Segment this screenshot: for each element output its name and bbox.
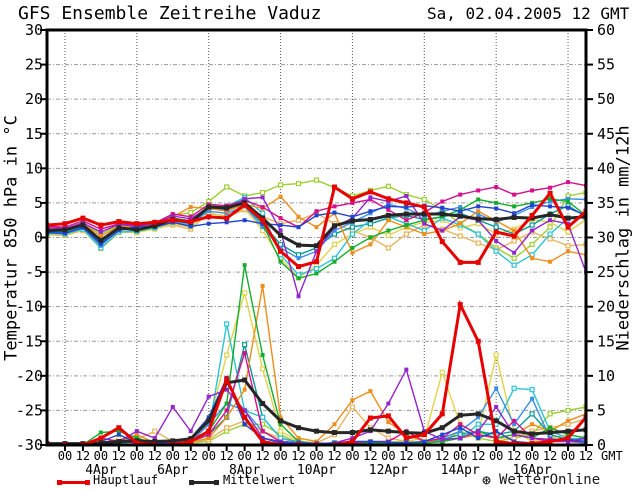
svg-text:60: 60	[597, 21, 615, 39]
svg-text:5: 5	[34, 194, 43, 212]
svg-text:45: 45	[597, 125, 615, 143]
mittelwert-line-swatch	[189, 480, 219, 485]
svg-text:5: 5	[597, 401, 606, 419]
svg-text:00: 00	[130, 449, 144, 463]
svg-text:12: 12	[579, 449, 593, 463]
svg-text:-15: -15	[16, 332, 43, 350]
hauptlauf-label: Hauptlauf	[93, 473, 159, 487]
svg-text:20: 20	[597, 298, 615, 316]
date-label-10Apr: 10Apr	[297, 463, 336, 478]
svg-text:12: 12	[327, 449, 341, 463]
svg-text:-5: -5	[25, 263, 43, 281]
svg-text:50: 50	[597, 90, 615, 108]
date-label-16Apr: 16Apr	[513, 463, 552, 478]
svg-text:00: 00	[381, 449, 395, 463]
hauptlauf-line	[47, 299, 588, 447]
svg-text:12: 12	[471, 449, 485, 463]
svg-text:00: 00	[58, 449, 72, 463]
svg-text:-10: -10	[16, 298, 43, 316]
date-label-8Apr: 8Apr	[229, 463, 260, 478]
svg-text:00: 00	[309, 449, 323, 463]
svg-text:15: 15	[597, 332, 615, 350]
svg-text:00: 00	[417, 449, 431, 463]
svg-text:12: 12	[291, 449, 305, 463]
svg-text:12: 12	[112, 449, 126, 463]
svg-text:25: 25	[597, 263, 615, 281]
svg-text:00: 00	[166, 449, 180, 463]
run-datetime: Sa, 02.04.2005 12 GMT	[427, 4, 630, 23]
svg-text:30: 30	[25, 21, 43, 39]
date-label-12Apr: 12Apr	[369, 463, 408, 478]
wetteronline-watermark: WetterOnline	[499, 472, 601, 488]
hauptlauf-line-swatch	[57, 480, 90, 485]
svg-text:12: 12	[363, 449, 377, 463]
mittelwert-label: Mittelwert	[223, 473, 296, 487]
svg-text:12: 12	[543, 449, 557, 463]
page-title: GFS Ensemble Zeitreihe Vaduz	[18, 3, 322, 24]
svg-text:12: 12	[435, 449, 449, 463]
svg-text:30: 30	[597, 229, 615, 247]
svg-text:25: 25	[25, 56, 43, 74]
svg-text:00: 00	[201, 449, 215, 463]
svg-text:00: 00	[525, 449, 539, 463]
svg-text:00: 00	[345, 449, 359, 463]
svg-text:0: 0	[34, 229, 43, 247]
svg-text:-30: -30	[16, 436, 43, 454]
svg-text:12: 12	[148, 449, 162, 463]
svg-text:12: 12	[507, 449, 521, 463]
svg-text:00: 00	[561, 449, 575, 463]
svg-text:40: 40	[597, 159, 615, 177]
svg-text:12: 12	[255, 449, 269, 463]
svg-text:10: 10	[25, 159, 43, 177]
svg-text:12: 12	[219, 449, 233, 463]
svg-text:00: 00	[273, 449, 287, 463]
date-label-6Apr: 6Apr	[157, 463, 188, 478]
svg-text:00: 00	[237, 449, 251, 463]
svg-text:12: 12	[184, 449, 198, 463]
svg-text:00: 00	[94, 449, 108, 463]
svg-text:12: 12	[76, 449, 90, 463]
member-yellow-line	[47, 290, 587, 446]
wetteronline-logo-icon: ⊛	[482, 471, 492, 489]
svg-text:15: 15	[25, 125, 43, 143]
svg-text:12: 12	[399, 449, 413, 463]
svg-text:00: 00	[453, 449, 467, 463]
svg-text:55: 55	[597, 56, 615, 74]
svg-text:10: 10	[597, 367, 615, 385]
member-green-line	[47, 265, 587, 446]
gmt-unit-label: GMT	[601, 449, 623, 463]
date-label-4Apr: 4Apr	[85, 463, 116, 478]
svg-text:-25: -25	[16, 401, 43, 419]
svg-text:35: 35	[597, 194, 615, 212]
svg-text:0: 0	[597, 436, 606, 454]
svg-text:20: 20	[25, 90, 43, 108]
date-label-14Apr: 14Apr	[441, 463, 480, 478]
svg-text:00: 00	[489, 449, 503, 463]
svg-text:-20: -20	[16, 367, 43, 385]
